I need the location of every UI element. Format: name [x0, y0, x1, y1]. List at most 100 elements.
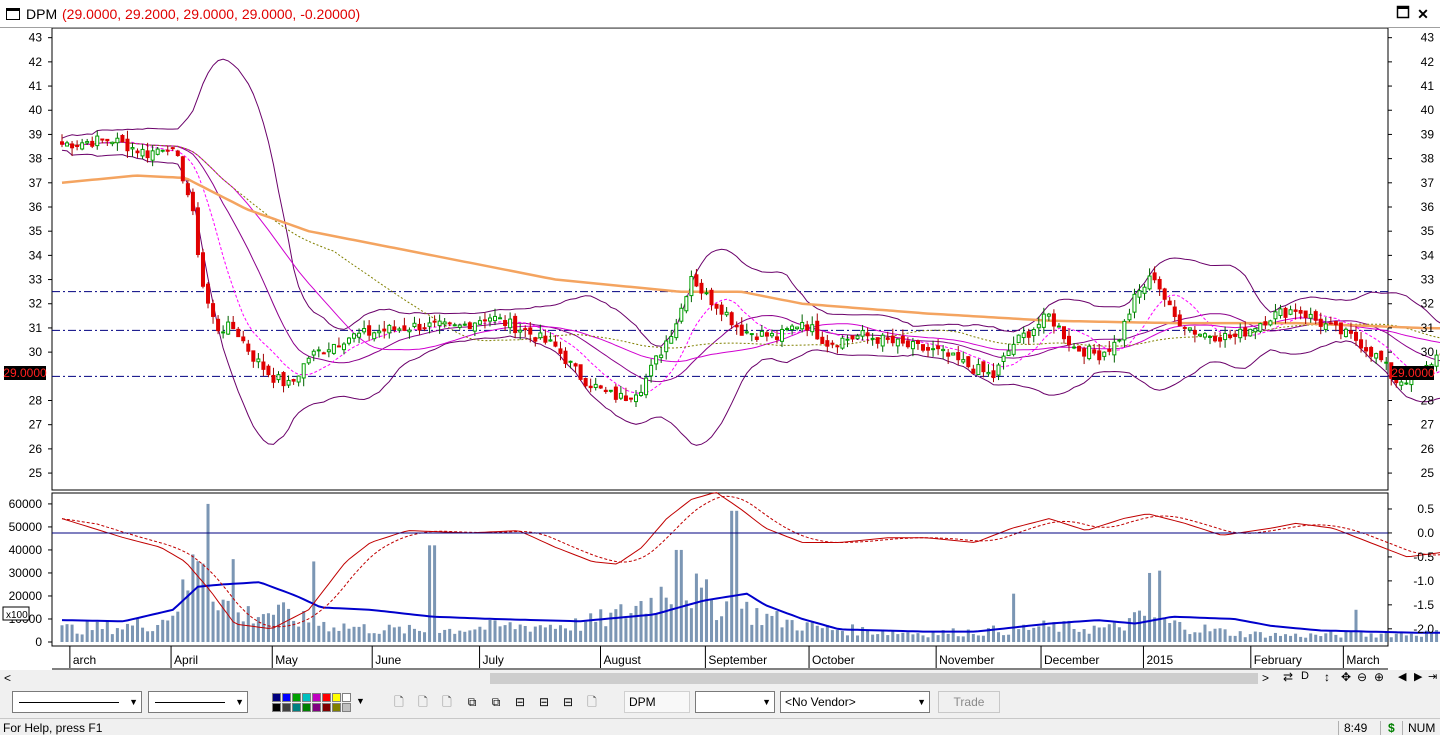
candle-up: [690, 277, 693, 296]
palette-swatch[interactable]: [302, 703, 311, 712]
palette-swatch[interactable]: [272, 693, 281, 702]
prev-bar-icon[interactable]: ◀: [1398, 670, 1406, 683]
price-tick-label-right: 36: [1421, 200, 1435, 214]
volume-bar: [866, 630, 869, 642]
candle-up: [796, 327, 799, 329]
palette-swatch[interactable]: [332, 693, 341, 702]
candle-down: [282, 373, 285, 386]
interval-select[interactable]: ▼: [695, 691, 775, 713]
candle-down: [171, 148, 174, 149]
candle-up: [665, 341, 668, 352]
volume-bar: [796, 630, 799, 642]
close-icon[interactable]: ✕: [1414, 5, 1432, 23]
palette-swatch[interactable]: [292, 693, 301, 702]
volume-bar: [196, 561, 199, 642]
candle-up: [327, 350, 330, 352]
palette-swatch[interactable]: [282, 693, 291, 702]
volume-bar: [1188, 634, 1191, 642]
vendor-select[interactable]: <No Vendor> ▼: [780, 691, 930, 713]
candle-up: [1012, 344, 1015, 354]
palette-swatch[interactable]: [322, 703, 331, 712]
volume-bar: [856, 635, 859, 642]
palette-swatch[interactable]: [312, 703, 321, 712]
layout-icon[interactable]: ⊟: [559, 693, 577, 711]
zoom-in-icon[interactable]: ⊕: [1374, 670, 1384, 684]
palette-dropdown-icon[interactable]: ▼: [356, 696, 365, 706]
candle-up: [705, 293, 708, 294]
candle-down: [217, 319, 220, 330]
candle-down: [1299, 311, 1302, 314]
oscillator-tick-label: -1.0: [1413, 574, 1434, 588]
palette-swatch[interactable]: [332, 703, 341, 712]
volume-bar: [1047, 627, 1050, 642]
auto-scroll-icon[interactable]: ⇄: [1283, 670, 1293, 684]
candle-down: [212, 304, 215, 317]
candle-up: [458, 325, 461, 327]
palette-swatch[interactable]: [282, 703, 291, 712]
daily-icon[interactable]: D: [1301, 670, 1309, 682]
volume-bar: [1128, 618, 1131, 642]
candle-down: [720, 305, 723, 314]
chart-area[interactable]: 43 43 42 42 41 41 40 40 39 39 38 38 37 37 36 36 35 35 34 34…: [0, 28, 1440, 672]
end-icon[interactable]: ⇥: [1428, 670, 1437, 683]
candle-up: [297, 376, 300, 382]
horizontal-scrollbar[interactable]: < > ⇄ D ↕ ✥ ⊖ ⊕ ◀ ▶ ⇥: [0, 670, 1440, 686]
line-style-select[interactable]: ▼: [12, 691, 142, 713]
candle-up: [257, 359, 260, 362]
palette-swatch[interactable]: [342, 703, 351, 712]
scroll-thumb[interactable]: [490, 673, 1258, 684]
volume-bar: [720, 616, 723, 642]
zoom-fit-icon[interactable]: ↕: [1324, 670, 1330, 684]
candle-up: [347, 338, 350, 343]
crosshair-icon[interactable]: ✥: [1341, 670, 1351, 684]
scroll-right-icon[interactable]: >: [1262, 671, 1269, 685]
candle-down: [196, 208, 199, 255]
palette-swatch[interactable]: [322, 693, 331, 702]
candle-up: [871, 338, 874, 339]
volume-bar: [494, 620, 497, 642]
candle-up: [655, 356, 658, 364]
volume-bar: [619, 604, 622, 642]
volume-bar: [675, 550, 678, 642]
chart-icon[interactable]: ⧉: [487, 693, 505, 711]
scroll-left-icon[interactable]: <: [4, 671, 11, 685]
maximize-icon[interactable]: [1394, 5, 1412, 23]
candle-down: [554, 342, 557, 346]
palette-swatch[interactable]: [302, 693, 311, 702]
symbol-field[interactable]: DPM: [624, 691, 690, 713]
palette-swatch[interactable]: [312, 693, 321, 702]
volume-bar: [534, 627, 537, 642]
line-width-select[interactable]: ▼: [148, 691, 248, 713]
candle-down: [126, 139, 129, 150]
price-chart[interactable]: 43 43 42 42 41 41 40 40 39 39 38 38 37 37 36 36 35 35 34 34…: [0, 28, 1440, 672]
volume-bar: [1229, 636, 1232, 642]
volume-bar: [901, 633, 904, 642]
candle-up: [1269, 321, 1272, 325]
volume-bar: [1113, 623, 1116, 642]
palette-swatch[interactable]: [272, 703, 281, 712]
candle-up: [151, 151, 154, 160]
layout-icon[interactable]: ⊟: [535, 693, 553, 711]
page-icon[interactable]: 🗋: [438, 693, 456, 711]
next-bar-icon[interactable]: ▶: [1414, 670, 1422, 683]
candle-down: [101, 139, 104, 140]
time-axis-label: February: [1254, 653, 1302, 667]
candle-down: [368, 326, 371, 335]
zoom-out-icon[interactable]: ⊖: [1357, 670, 1367, 684]
chart-icon[interactable]: ⧉: [463, 693, 481, 711]
candle-down: [755, 337, 758, 339]
volume-bar: [156, 625, 159, 642]
price-tick-label-left: 39: [29, 127, 43, 141]
page-icon[interactable]: 🗋: [414, 693, 432, 711]
layout-icon[interactable]: ⊟: [511, 693, 529, 711]
volume-bar: [594, 622, 597, 642]
palette-swatch[interactable]: [342, 693, 351, 702]
candle-down: [232, 322, 235, 328]
page-icon[interactable]: 🗋: [390, 693, 408, 711]
volume-bar: [896, 634, 899, 642]
trade-button[interactable]: Trade: [938, 691, 1000, 713]
page-icon[interactable]: 🗋: [583, 693, 601, 711]
palette-swatch[interactable]: [292, 703, 301, 712]
color-palette[interactable]: [272, 693, 352, 713]
candle-down: [1158, 279, 1161, 288]
